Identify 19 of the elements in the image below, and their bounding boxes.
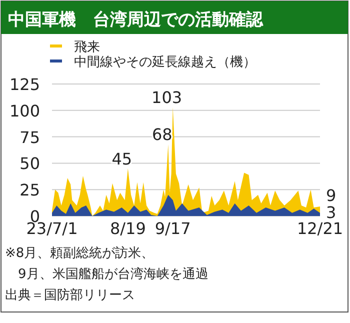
x-tick-label: 8/19 [110, 219, 146, 238]
y-tick-label: 125 [9, 75, 40, 94]
y-tick-label: 75 [20, 128, 40, 147]
annotation: 68 [152, 125, 172, 144]
x-tick-label: 12/21 [296, 219, 344, 238]
annotation: 45 [112, 149, 132, 168]
y-tick-label: 100 [9, 101, 40, 120]
chart-title: 中国軍機 台湾周辺での活動確認 [8, 10, 264, 30]
source-note: 出典＝国防部リリース [5, 288, 135, 303]
y-tick-label: 25 [20, 180, 40, 200]
annotation: 9 [326, 186, 336, 205]
text: 9月、米国艦船が台湾海峡を通過 [5, 266, 208, 282]
annotation: 103 [152, 88, 182, 108]
legend-label: 飛来 [74, 40, 100, 55]
legend-label: 中間線やその延長線越え（機） [74, 55, 256, 70]
y-tick-label: 50 [20, 154, 40, 174]
x-tick-label: 9/17 [154, 219, 191, 238]
annotation: 3 [326, 203, 336, 222]
text: ※8月、頼副総統が訪米、 [5, 246, 154, 261]
